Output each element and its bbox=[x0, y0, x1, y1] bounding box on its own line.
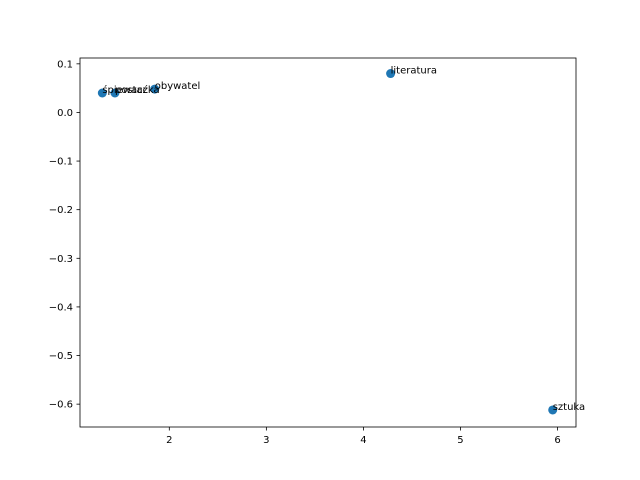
y-axis: 0.1 0.0 −0.1 −0.2 −0.3 −0.4 −0.5 −0.6 bbox=[49, 59, 80, 411]
plot-area bbox=[80, 58, 576, 427]
data-point bbox=[110, 88, 120, 98]
x-axis: 2 3 4 5 6 bbox=[166, 427, 561, 446]
data-point bbox=[150, 84, 160, 94]
point-label: obywatel bbox=[155, 81, 201, 92]
y-tick-label: −0.1 bbox=[49, 157, 73, 168]
data-point bbox=[386, 69, 396, 79]
point-label: sztuka bbox=[553, 402, 585, 413]
x-tick-label: 4 bbox=[360, 435, 366, 446]
data-point bbox=[548, 405, 558, 415]
x-tick-label: 5 bbox=[457, 435, 463, 446]
y-tick-label: −0.3 bbox=[49, 254, 73, 265]
points-layer bbox=[97, 69, 558, 415]
point-label: postać bbox=[115, 84, 148, 96]
x-tick-label: 6 bbox=[554, 435, 560, 446]
y-tick-label: −0.4 bbox=[49, 302, 73, 313]
data-point bbox=[97, 88, 107, 98]
point-label: literatura bbox=[391, 66, 437, 77]
x-tick-label: 3 bbox=[263, 435, 269, 446]
y-tick-label: −0.2 bbox=[49, 205, 73, 216]
x-tick-label: 2 bbox=[166, 435, 172, 446]
y-tick-label: 0.1 bbox=[57, 59, 73, 70]
point-label: śpiewaczka bbox=[102, 84, 159, 96]
y-tick-label: 0.0 bbox=[57, 108, 73, 119]
y-tick-label: −0.6 bbox=[49, 400, 73, 411]
y-tick-label: −0.5 bbox=[49, 351, 73, 362]
plot-frame bbox=[79, 57, 577, 428]
